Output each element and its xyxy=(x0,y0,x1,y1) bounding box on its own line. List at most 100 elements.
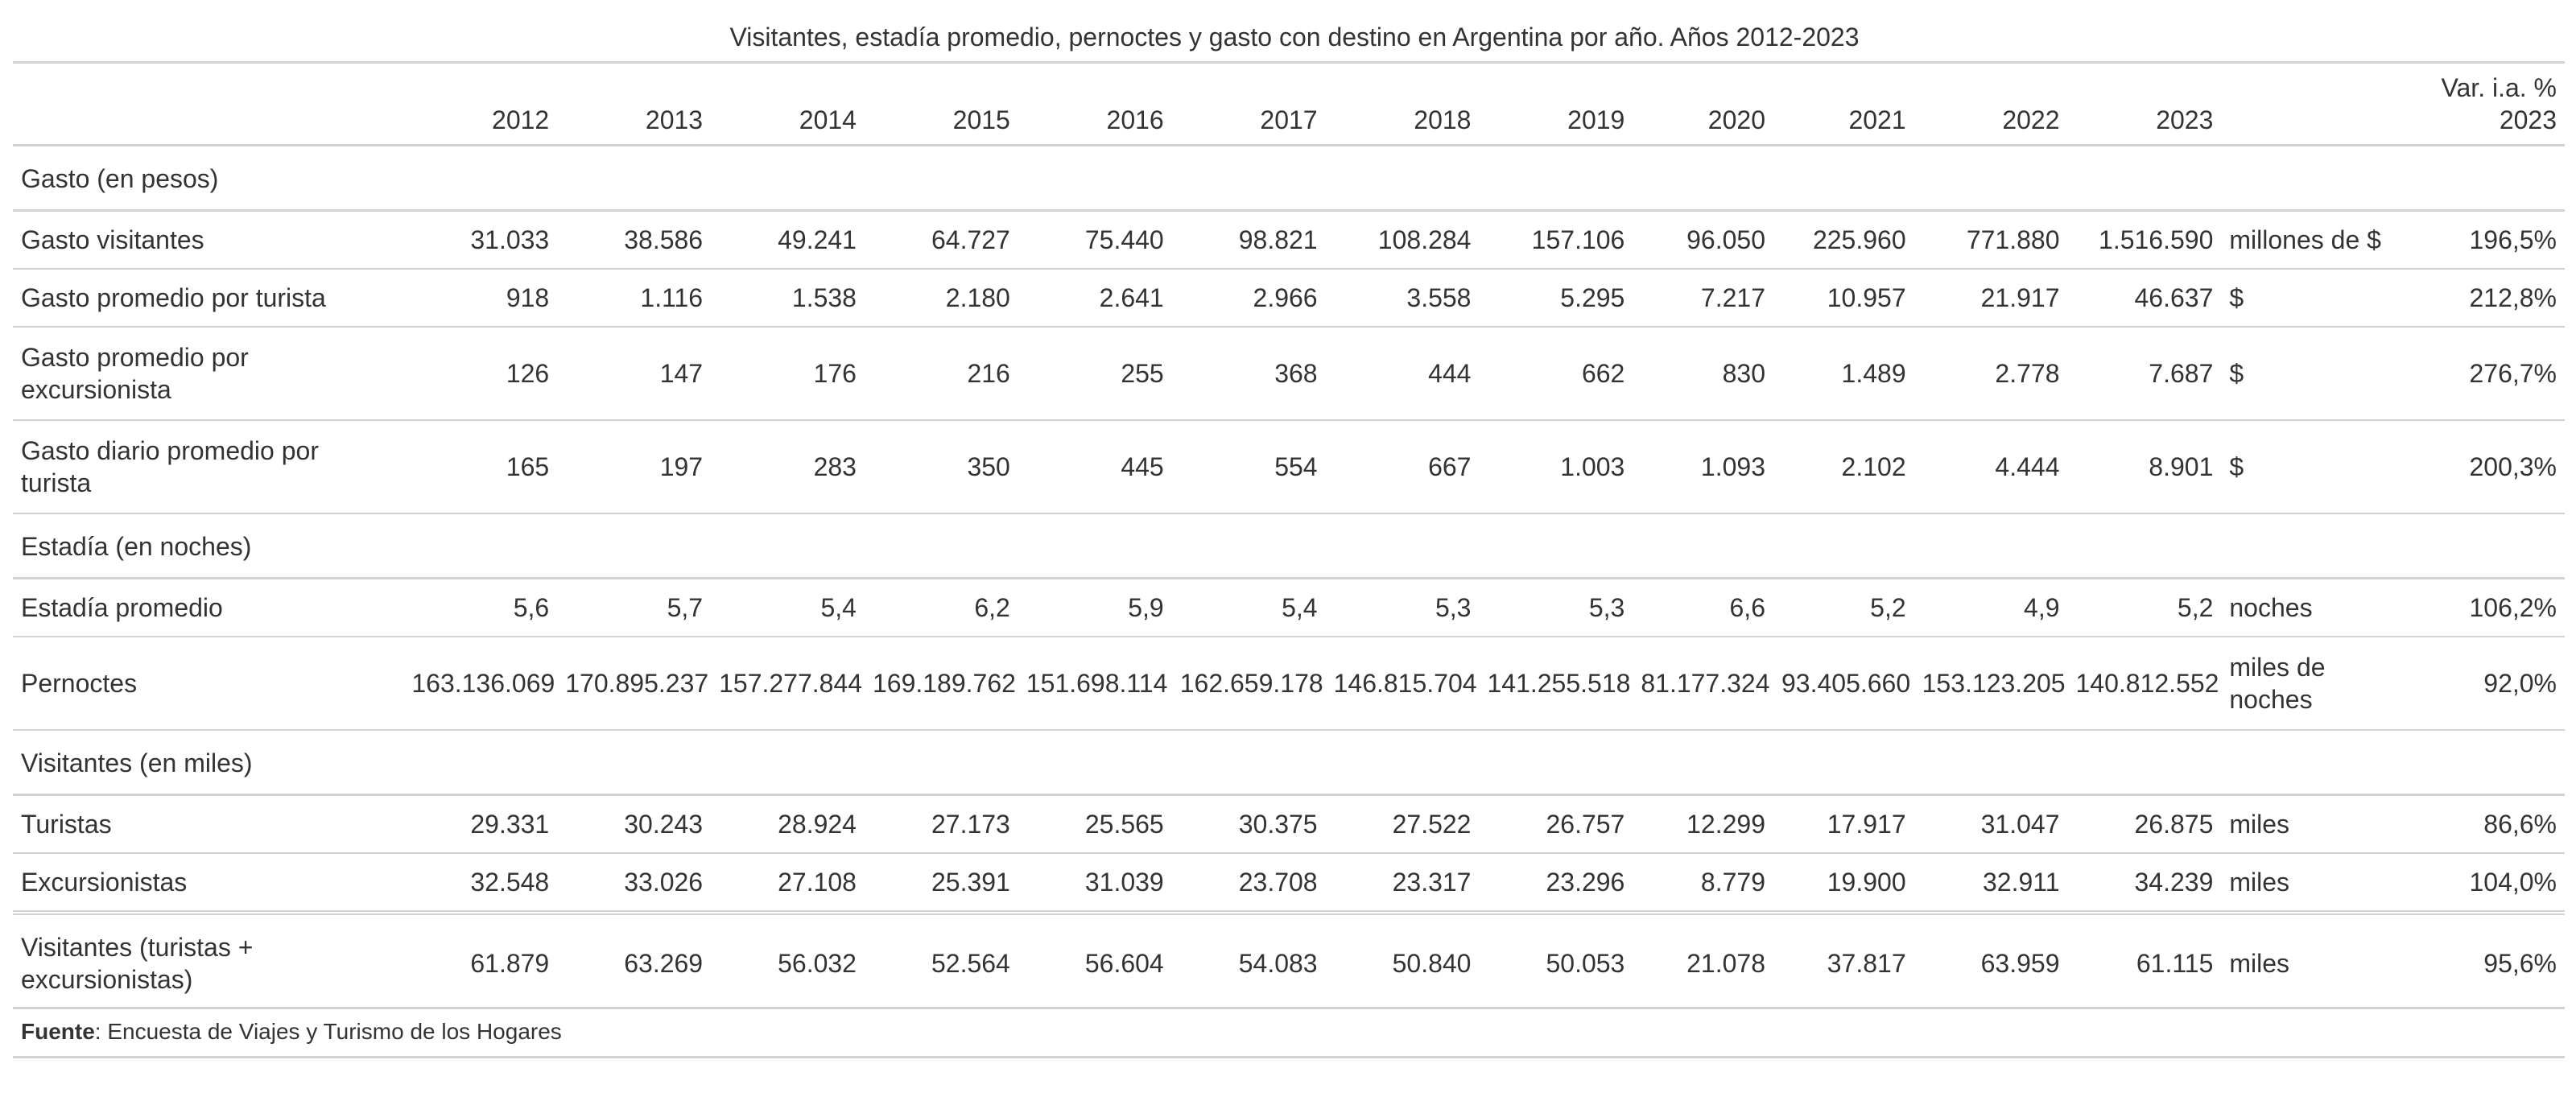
group-label: Visitantes (en miles) xyxy=(21,748,253,777)
table-cell-value: 5,4 xyxy=(1282,593,1318,622)
group-label: Estadía (en noches) xyxy=(21,532,252,561)
table-cell-value: 10.957 xyxy=(1827,283,1906,312)
table-cell-value: 27.108 xyxy=(778,868,857,897)
table-cell-value: 8.779 xyxy=(1700,868,1765,897)
table-cell-value: 6,6 xyxy=(1729,593,1765,622)
table-cell-value: 61.879 xyxy=(470,949,550,978)
table-cell-value: 3.558 xyxy=(1406,283,1472,312)
table-cell-value: 46.637 xyxy=(2134,283,2214,312)
table-cell-unit: $ xyxy=(2229,452,2244,481)
table-cell-value: 157.277.844 xyxy=(719,669,863,698)
table-cell-variation: 276,7% xyxy=(2469,359,2557,388)
table-cell-value: 368 xyxy=(1274,359,1318,388)
table-cell-value: 1.116 xyxy=(640,283,704,312)
row-label: Gasto promedio por turista xyxy=(21,283,326,312)
table-cell-value: 56.604 xyxy=(1084,949,1164,978)
column-header-variation: Var. i.a. % 2023 xyxy=(2409,63,2565,146)
table-cell-value: 98.821 xyxy=(1238,225,1318,254)
table-cell-unit: miles xyxy=(2229,949,2290,978)
row-label: Gasto visitantes xyxy=(21,225,204,254)
table-cell-value: 5,7 xyxy=(667,593,704,622)
table-cell-variation: 92,0% xyxy=(2483,669,2557,698)
table-cell-value: 19.900 xyxy=(1827,868,1906,897)
table-cell-value: 2.778 xyxy=(1995,359,2060,388)
table-cell-value: 26.757 xyxy=(1546,810,1625,839)
table-cell-value: 32.911 xyxy=(1983,868,2060,897)
table-cell-value: 64.727 xyxy=(931,225,1010,254)
table-cell-value: 169.189.762 xyxy=(872,669,1016,698)
table-cell-value: 176 xyxy=(813,359,857,388)
source-text: : Encuesta de Viajes y Turismo de los Ho… xyxy=(94,1019,562,1044)
table-cell-value: 5,3 xyxy=(1435,593,1472,622)
table-cell-value: 1.538 xyxy=(791,283,857,312)
header-row: 2012 2013 2014 2015 2016 2017 2018 2019 2020 2021… xyxy=(13,63,2565,146)
table-cell-value: 662 xyxy=(1581,359,1625,388)
table-cell-value: 165 xyxy=(506,452,550,481)
table-cell-value: 23.708 xyxy=(1238,868,1318,897)
column-header-year: 2016 xyxy=(1106,105,1164,134)
table-cell-value: 61.115 xyxy=(2136,949,2214,978)
table-cell-value: 12.299 xyxy=(1686,810,1765,839)
table-cell-value: 28.924 xyxy=(778,810,857,839)
column-header-year: 2023 xyxy=(2156,105,2214,134)
table-cell-value: 5,9 xyxy=(1128,593,1164,622)
table-title: Visitantes, estadía promedio, pernoctes … xyxy=(729,23,1860,52)
table-cell-value: 93.405.660 xyxy=(1781,669,1911,698)
table-row: Gasto promedio por excursionista 126 147 17… xyxy=(13,327,2565,420)
table-cell-value: 5,4 xyxy=(820,593,857,622)
table-cell-value: 7.687 xyxy=(2149,359,2214,388)
variation-header-line1: Var. i.a. % xyxy=(2441,73,2557,102)
source-label: Fuente xyxy=(21,1019,95,1044)
table-cell-value: 2.966 xyxy=(1253,283,1318,312)
table-cell-value: 31.033 xyxy=(470,225,550,254)
table-cell-value: 225.960 xyxy=(1812,225,1906,254)
column-header-unit xyxy=(2221,63,2409,146)
table-cell-value: 444 xyxy=(1428,359,1472,388)
column-header-year: 2018 xyxy=(1414,105,1472,134)
column-header-year: 2017 xyxy=(1260,105,1318,134)
table-cell-value: 23.296 xyxy=(1546,868,1625,897)
table-cell-value: 283 xyxy=(813,452,857,481)
table-cell-value: 445 xyxy=(1121,452,1164,481)
total-row: Visitantes (turistas + excursionistas) 61… xyxy=(13,913,2565,1008)
table-cell-variation: 212,8% xyxy=(2469,283,2557,312)
table-cell-value: 5,3 xyxy=(1588,593,1625,622)
column-header-year: 2020 xyxy=(1707,105,1765,134)
table-cell-value: 151.698.114 xyxy=(1026,669,1168,698)
table-cell-unit: miles xyxy=(2229,868,2290,897)
group-label: Gasto (en pesos) xyxy=(21,164,219,193)
variation-header-line2: 2023 xyxy=(2499,105,2557,134)
table-cell-value: 37.817 xyxy=(1827,949,1906,978)
group-header-row: Gasto (en pesos) xyxy=(13,146,2565,211)
column-header-year: 2014 xyxy=(799,105,857,134)
table-cell-value: 2.102 xyxy=(1841,452,1906,481)
column-header-year: 2021 xyxy=(1848,105,1906,134)
table-cell-value: 75.440 xyxy=(1084,225,1164,254)
table-cell-value: 140.812.552 xyxy=(2075,669,2219,698)
table-cell-value: 50.840 xyxy=(1392,949,1472,978)
table-row: Gasto diario promedio por turista 165 197 2… xyxy=(13,420,2565,513)
table-cell-value: 350 xyxy=(967,452,1010,481)
table-cell-value: 34.239 xyxy=(2134,868,2214,897)
table-cell-value: 2.641 xyxy=(1099,283,1164,312)
table-cell-value: 255 xyxy=(1121,359,1164,388)
table-cell-variation: 104,0% xyxy=(2469,868,2557,897)
data-table: 2012 2013 2014 2015 2016 2017 2018 2019 2020 2021… xyxy=(13,61,2565,1009)
table-cell-value: 38.586 xyxy=(624,225,704,254)
table-cell-value: 21.917 xyxy=(1980,283,2060,312)
table-cell-variation: 196,5% xyxy=(2469,225,2557,254)
table-cell-value: 554 xyxy=(1274,452,1318,481)
column-header-year: 2013 xyxy=(645,105,704,134)
table-cell-value: 667 xyxy=(1428,452,1472,481)
table-cell-value: 31.047 xyxy=(1980,810,2060,839)
table-cell-unit: $ xyxy=(2229,359,2244,388)
table-container: Visitantes, estadía promedio, pernoctes … xyxy=(13,0,2576,1058)
table-cell-value: 1.093 xyxy=(1700,452,1765,481)
table-cell-value: 5.295 xyxy=(1560,283,1625,312)
table-cell-value: 5,2 xyxy=(1870,593,1906,622)
table-cell-value: 25.391 xyxy=(931,868,1010,897)
table-cell-value: 4,9 xyxy=(2024,593,2060,622)
table-cell-value: 918 xyxy=(506,283,550,312)
table-cell-value: 771.880 xyxy=(1966,225,2060,254)
column-header-year: 2019 xyxy=(1567,105,1625,134)
